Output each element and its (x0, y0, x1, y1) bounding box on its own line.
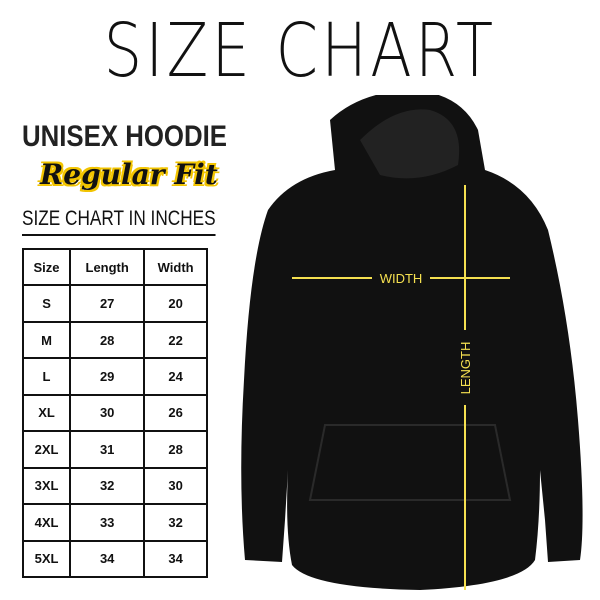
table-row: S 27 20 (21, 284, 208, 323)
table-row: 5XL 34 34 (21, 539, 208, 578)
table-row: M 28 22 (21, 320, 208, 360)
table-cell: 33 (69, 503, 146, 542)
page-title: SIZE CHART (103, 8, 497, 94)
table-header: Size Length Width (21, 247, 208, 287)
hoodie-diagram: WIDTH LENGTH (241, 95, 583, 590)
hoodie-shape (241, 95, 583, 590)
table-row: L 29 24 (21, 357, 208, 396)
table-cell: 27 (69, 284, 146, 323)
table-cell: 34 (69, 539, 146, 578)
table-cell: 32 (69, 466, 146, 506)
table-cell: 30 (69, 393, 146, 433)
size-table: Size Length Width S 27 20 M 28 22 L 29 24 XL 30 26 2… (21, 247, 208, 578)
table-row: 4XL 33 32 (21, 503, 208, 542)
table-row: 3XL 32 30 (21, 466, 208, 506)
table-cell: 2XL (21, 430, 72, 469)
table-cell: M (21, 320, 72, 360)
table-cell: 5XL (21, 539, 72, 578)
table-cell: 30 (143, 466, 208, 506)
table-cell: 34 (143, 539, 208, 578)
table-row: 2XL 31 28 (21, 430, 208, 469)
table-cell: XL (21, 393, 72, 433)
table-row: XL 30 26 (21, 393, 208, 433)
table-cell: 24 (143, 357, 208, 396)
pocket (308, 424, 512, 501)
fit-label: Regular Fit (40, 158, 218, 191)
product-name: UNISEX HOODIE (22, 120, 228, 153)
header-cell: Length (69, 247, 146, 287)
header-cell: Width (143, 247, 208, 287)
table-cell: 32 (143, 503, 208, 542)
table-cell: 31 (69, 430, 146, 469)
unit-note: SIZE CHART IN INCHES (22, 206, 216, 236)
header-cell: Size (21, 247, 72, 287)
table-cell: 3XL (21, 466, 72, 506)
width-label: WIDTH (380, 271, 423, 286)
table-cell: 26 (143, 393, 208, 433)
table-cell: S (21, 284, 72, 323)
length-label: LENGTH (458, 342, 473, 395)
table-cell: 29 (69, 357, 146, 396)
table-cell: L (21, 357, 72, 396)
table-cell: 22 (143, 320, 208, 360)
table-cell: 28 (69, 320, 146, 360)
table-cell: 28 (143, 430, 208, 469)
hood-opening (360, 109, 460, 179)
table-cell: 4XL (21, 503, 72, 542)
table-cell: 20 (143, 284, 208, 323)
